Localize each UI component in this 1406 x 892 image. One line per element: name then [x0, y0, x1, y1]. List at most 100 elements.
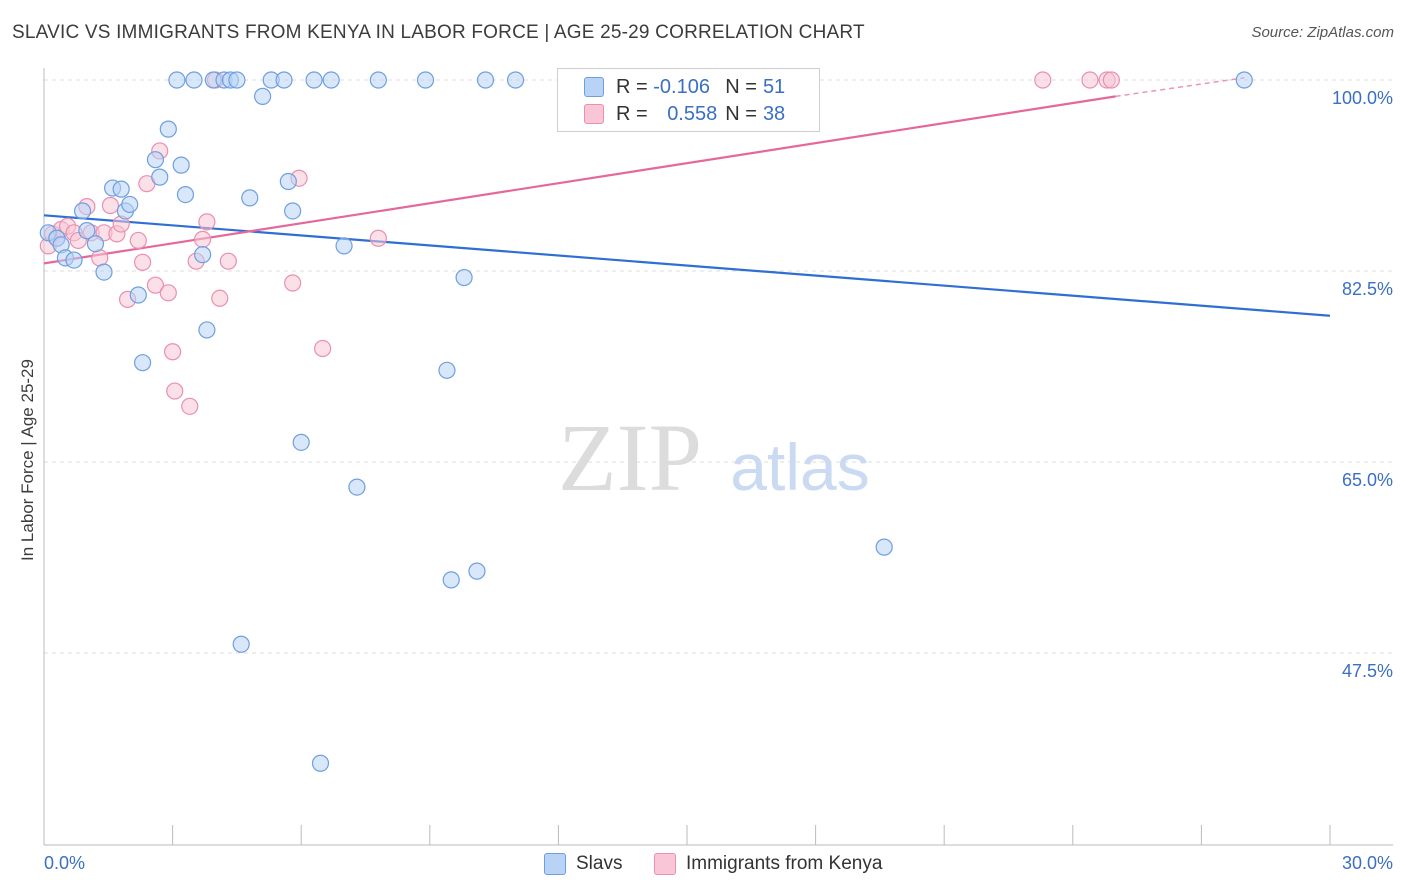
slavs-point: [172, 156, 190, 174]
slavs-point: [292, 433, 310, 451]
slavs-point: [369, 71, 387, 89]
slavs-point: [416, 71, 435, 89]
n-label: N =: [725, 75, 757, 98]
slavs-point: [335, 237, 353, 255]
n-value: 51: [762, 75, 786, 98]
kenya-point: [91, 249, 109, 267]
slavs-point: [194, 246, 212, 264]
slavs-point: [78, 222, 96, 240]
slavs-point: [348, 478, 366, 496]
y-tick-label: 100.0%: [1332, 88, 1393, 108]
r-label: R =: [616, 102, 648, 125]
kenya-point: [181, 397, 199, 415]
data-points: [39, 71, 1253, 772]
chart-title: SLAVIC VS IMMIGRANTS FROM KENYA IN LABOR…: [12, 22, 865, 43]
slavs-swatch: [544, 853, 566, 875]
kenya-point: [211, 289, 229, 307]
slavs-point: [146, 151, 165, 169]
slavs-point: [232, 635, 250, 653]
trend-lines: [43, 77, 1331, 317]
slavs-point: [322, 71, 340, 89]
r-value: -0.106: [653, 75, 710, 98]
legend-label-kenya: Immigrants from Kenya: [686, 853, 883, 874]
legend-label-slavs: Slavs: [576, 853, 623, 874]
x-tick-label: 0.0%: [44, 853, 85, 873]
slavs-point: [254, 87, 272, 105]
y-axis-title: In Labor Force | Age 25-29: [18, 359, 37, 561]
slavs-point: [168, 71, 186, 89]
kenya-point: [314, 339, 332, 358]
watermark-zip: ZIP: [558, 404, 702, 511]
kenya-point: [159, 284, 177, 302]
kenya-point: [133, 253, 152, 271]
slavs-point: [121, 195, 139, 214]
slavs-point: [476, 71, 495, 89]
kenya-trend-extension: [1115, 77, 1245, 98]
slavs-swatch: [584, 77, 604, 97]
legend-item-kenya[interactable]: Immigrants from Kenya: [654, 852, 882, 876]
slavs-point: [875, 538, 893, 556]
axes: [43, 68, 1393, 846]
legend-item-slavs[interactable]: Slavs: [544, 852, 622, 876]
slavs-point: [1235, 71, 1253, 89]
slavs-point: [133, 354, 152, 372]
slavs-point: [159, 120, 177, 138]
kenya-swatch: [584, 104, 604, 124]
slavs-point: [442, 571, 460, 589]
kenya-point: [284, 274, 302, 292]
kenya-swatch: [654, 853, 676, 875]
slavs-point: [311, 754, 330, 772]
r-value: 0.558: [667, 102, 718, 125]
slavs-point: [129, 286, 147, 304]
gridlines: [44, 79, 1393, 654]
slavs-point: [241, 189, 259, 207]
slavs-point: [468, 562, 486, 580]
source-label: Source: ZipAtlas.com: [1251, 24, 1394, 41]
tick-labels: 47.5% 65.0% 82.5% 100.0% 0.0% 30.0%: [44, 88, 1393, 873]
slavs-point: [185, 71, 203, 89]
n-label: N =: [725, 102, 757, 125]
y-tick-label: 47.5%: [1342, 661, 1393, 681]
correlation-legend: R = -0.106 N = 51 R = 0.558 N = 38: [557, 68, 820, 132]
slavs-point: [275, 71, 293, 89]
slavs-point: [284, 202, 302, 220]
watermark-atlas: atlas: [730, 430, 869, 504]
kenya-trend-line: [43, 95, 1116, 265]
kenya-point: [1081, 71, 1099, 89]
legend-row-kenya: R = 0.558 N = 38: [584, 102, 785, 126]
watermark: ZIP atlas: [558, 404, 870, 511]
slavs-point: [95, 263, 113, 281]
n-value: 38: [762, 102, 786, 125]
kenya-point: [166, 382, 184, 400]
slavs-point: [86, 235, 105, 253]
kenya-point: [129, 231, 147, 250]
x-tick-label: 30.0%: [1342, 853, 1393, 873]
y-tick-label: 82.5%: [1342, 279, 1393, 299]
slavs-point: [151, 168, 169, 186]
slavs-point: [176, 186, 195, 204]
kenya-point: [1102, 71, 1120, 89]
slavs-point: [198, 321, 216, 339]
kenya-point: [219, 252, 237, 270]
kenya-point: [146, 276, 165, 294]
slavs-trend-line: [43, 214, 1331, 317]
slavs-point: [228, 71, 246, 89]
slavs-point: [279, 172, 297, 191]
slavs-point: [438, 361, 456, 379]
slavs-point: [65, 251, 83, 269]
kenya-point: [164, 343, 182, 361]
kenya-point: [198, 213, 216, 231]
slavs-point: [73, 202, 92, 220]
slavs-point: [455, 268, 473, 287]
kenya-point: [194, 230, 212, 248]
slavs-point: [112, 180, 130, 198]
legend-row-slavs: R = -0.106 N = 51: [584, 75, 785, 99]
kenya-point: [101, 196, 120, 215]
kenya-point: [1034, 71, 1052, 89]
slavs-point: [506, 71, 525, 89]
slavs-point: [305, 71, 323, 89]
kenya-point: [369, 229, 387, 247]
r-label: R =: [616, 75, 648, 98]
y-tick-label: 65.0%: [1342, 470, 1393, 490]
